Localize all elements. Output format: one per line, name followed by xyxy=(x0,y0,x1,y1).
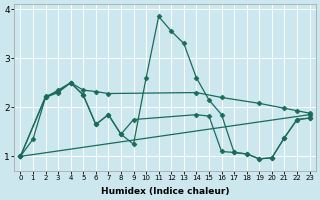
X-axis label: Humidex (Indice chaleur): Humidex (Indice chaleur) xyxy=(101,187,229,196)
